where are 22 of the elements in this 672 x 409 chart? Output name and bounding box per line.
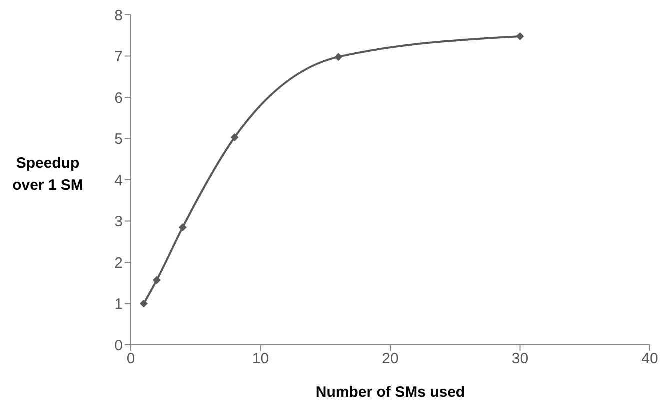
point <box>230 134 239 142</box>
y-tick-label: 4 <box>114 172 123 190</box>
point <box>516 32 524 40</box>
y-tick-label: 0 <box>114 337 123 354</box>
point <box>140 300 148 308</box>
y-tick-label: 8 <box>114 7 123 24</box>
y-tick-label: 6 <box>114 90 123 107</box>
x-axis-title: Number of SMs used <box>316 384 466 401</box>
x-tick-label: 10 <box>252 350 270 368</box>
y-tick-label: 1 <box>114 296 123 314</box>
y-axis-title: Speedup over 1 SM <box>12 154 84 196</box>
point <box>334 53 343 62</box>
point <box>152 276 161 284</box>
y-tick-label: 5 <box>114 131 123 148</box>
x-tick-label: 40 <box>642 350 658 368</box>
y-tick-label: 2 <box>114 254 123 272</box>
point <box>178 223 187 232</box>
x-tick-label: 20 <box>382 350 399 368</box>
x-tick-label: 30 <box>512 350 529 368</box>
y-tick-label: 7 <box>114 48 123 66</box>
x-tick-label: 0 <box>126 350 136 368</box>
y-tick-label: 3 <box>114 214 123 231</box>
